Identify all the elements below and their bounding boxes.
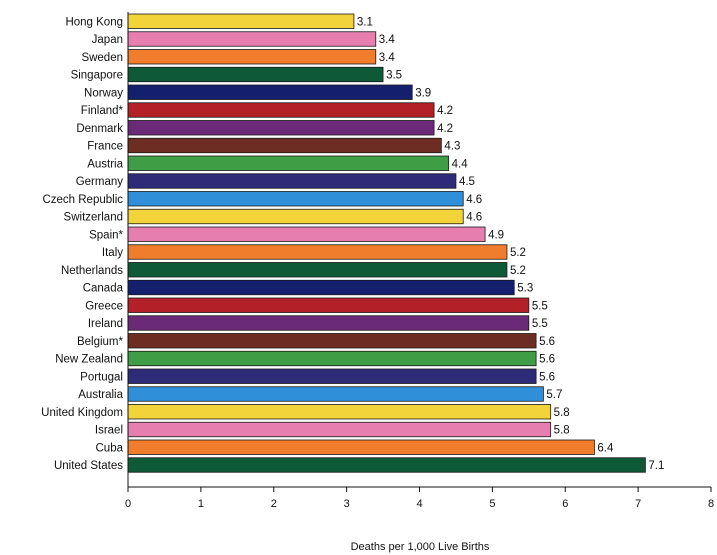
- bar-czech-republic: [127, 191, 464, 207]
- value-label: 5.2: [510, 265, 526, 277]
- category-label: Singapore: [71, 70, 123, 82]
- category-label: Belgium*: [77, 336, 124, 348]
- bar-norway: [127, 84, 413, 100]
- value-label: 5.3: [517, 283, 533, 295]
- category-label: Sweden: [81, 52, 123, 64]
- category-label: United States: [54, 460, 123, 472]
- bar-germany: [127, 173, 457, 189]
- value-label: 5.2: [510, 247, 526, 259]
- bar-denmark: [127, 120, 435, 136]
- bar-new-zealand: [127, 350, 537, 367]
- bar-united-states: [127, 457, 646, 473]
- bar-portugal: [127, 368, 537, 384]
- x-tick-label: 5: [489, 498, 495, 510]
- bar-ireland: [127, 315, 530, 331]
- value-label: 7.1: [648, 460, 664, 472]
- category-label: Austria: [87, 158, 123, 170]
- x-tick-label: 7: [635, 498, 641, 510]
- value-label: 3.9: [415, 87, 431, 99]
- bar-spain: [127, 226, 486, 242]
- category-label: Canada: [83, 283, 124, 295]
- x-tick-label: 8: [708, 498, 714, 510]
- bar-belgium: [127, 333, 537, 349]
- category-label: Hong Kong: [65, 16, 123, 28]
- category-label: Netherlands: [61, 265, 123, 277]
- x-tick-label: 3: [344, 498, 350, 510]
- category-label: Switzerland: [64, 212, 123, 224]
- category-label: Japan: [92, 34, 123, 46]
- x-tick-label: 4: [416, 498, 422, 510]
- value-label: 3.4: [379, 52, 396, 64]
- value-label: 4.3: [444, 141, 460, 153]
- bar-switzerland: [127, 208, 464, 225]
- value-label: 6.4: [597, 442, 614, 454]
- bar-austria: [127, 155, 450, 171]
- value-label: 5.5: [532, 318, 548, 330]
- value-label: 3.5: [386, 70, 402, 82]
- x-axis: 0 1 2 3 4 5 6 7 8: [125, 12, 714, 510]
- value-label: 4.2: [437, 105, 453, 117]
- value-label: 4.4: [452, 158, 469, 170]
- bar-hong-kong: [127, 13, 355, 29]
- value-label: 4.6: [466, 194, 482, 206]
- value-label: 4.5: [459, 176, 475, 188]
- bar-japan: [127, 31, 377, 47]
- bar-israel: [127, 421, 552, 438]
- value-label: 4.2: [437, 123, 453, 135]
- value-label: 5.6: [539, 371, 555, 383]
- value-label: 5.6: [539, 336, 555, 348]
- value-label: 5.8: [554, 407, 570, 419]
- x-axis-title: Deaths per 1,000 Live Births: [351, 541, 490, 553]
- value-label: 5.5: [532, 300, 548, 312]
- category-label: Greece: [85, 300, 123, 312]
- category-label: Spain*: [89, 229, 123, 241]
- bar-greece: [127, 297, 530, 313]
- bar-netherlands: [127, 262, 508, 278]
- bars-layer: Hong Kong 3.1 Japan 3.4 Sweden 3.4 Singapore 3.…: [41, 13, 664, 473]
- bar-sweden: [127, 49, 377, 65]
- category-label: Germany: [76, 176, 124, 188]
- category-label: Czech Republic: [42, 194, 123, 206]
- bar-italy: [127, 244, 508, 260]
- category-label: Norway: [84, 87, 123, 99]
- bar-france: [127, 137, 442, 154]
- value-label: 4.9: [488, 229, 504, 241]
- category-label: France: [87, 141, 123, 153]
- x-tick-label: 2: [271, 498, 277, 510]
- category-label: United Kingdom: [41, 407, 123, 419]
- value-label: 3.1: [357, 16, 373, 28]
- bar-finland: [127, 102, 435, 118]
- value-label: 4.6: [466, 212, 482, 224]
- bar-united-kingdom: [127, 404, 552, 420]
- bar-singapore: [127, 66, 384, 83]
- category-label: New Zealand: [55, 354, 123, 366]
- x-tick-label: 6: [562, 498, 568, 510]
- value-label: 3.4: [379, 34, 396, 46]
- category-label: Finland*: [81, 105, 124, 117]
- x-tick-label: 0: [125, 498, 131, 510]
- value-label: 5.7: [546, 389, 562, 401]
- x-tick-label: 1: [198, 498, 204, 510]
- category-label: Denmark: [76, 123, 123, 135]
- category-label: Israel: [95, 425, 123, 437]
- bar-australia: [127, 386, 544, 402]
- category-label: Cuba: [96, 442, 124, 454]
- value-label: 5.6: [539, 354, 555, 366]
- category-label: Portugal: [80, 371, 123, 383]
- value-label: 5.8: [554, 425, 570, 437]
- bar-cuba: [127, 439, 595, 455]
- category-label: Australia: [78, 389, 123, 401]
- category-label: Ireland: [88, 318, 123, 330]
- bar-canada: [127, 279, 515, 296]
- category-label: Italy: [102, 247, 123, 259]
